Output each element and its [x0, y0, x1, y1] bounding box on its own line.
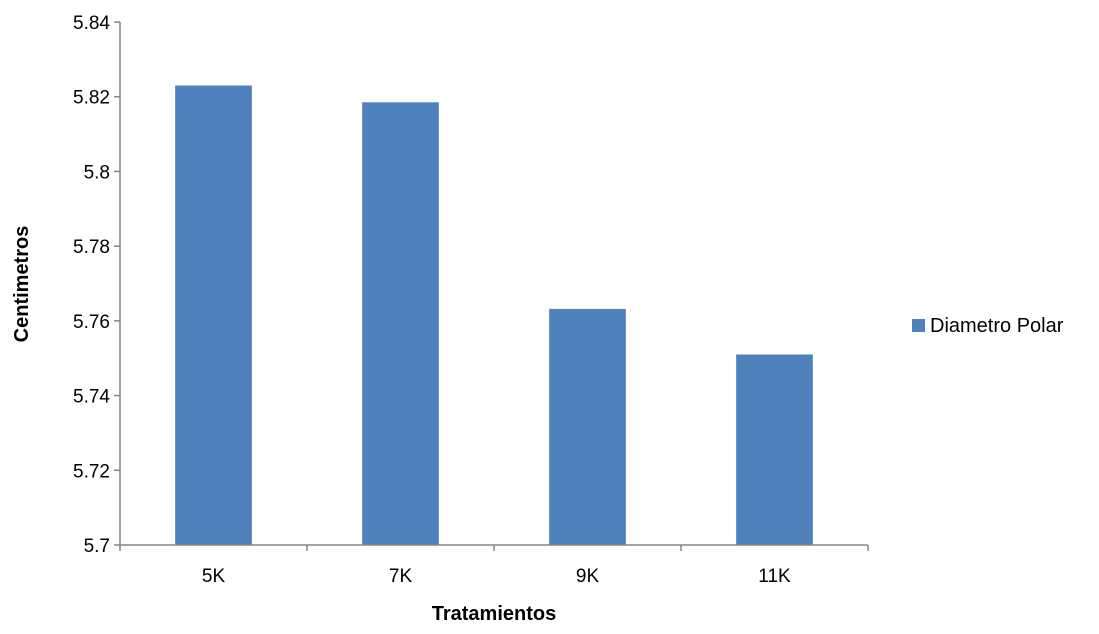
y-tick-label: 5.76: [73, 312, 110, 333]
x-tick-label: 9K: [576, 566, 600, 587]
y-tick-label: 5.78: [73, 237, 110, 258]
legend: Diametro Polar: [912, 315, 1064, 337]
bar-7k: [362, 102, 439, 545]
y-axis-title: Centimetros: [11, 226, 33, 343]
bar-9k: [549, 308, 626, 545]
x-ticks: 5K 7K 9K 11K: [119, 545, 869, 587]
y-tick-label: 5.82: [73, 88, 110, 109]
x-axis-title: Tratamientos: [432, 603, 556, 625]
y-tick-label: 5.84: [73, 13, 110, 34]
bar-11k: [736, 354, 813, 545]
legend-swatch: [912, 319, 925, 332]
x-tick-label: 5K: [202, 566, 226, 587]
x-tick-label: 7K: [389, 566, 413, 587]
y-tick-label: 5.7: [84, 536, 110, 557]
legend-label: Diametro Polar: [930, 315, 1064, 337]
y-ticks: 5.7 5.72 5.74 5.76 5.78 5.8 5.82 5.84: [73, 13, 120, 557]
bars-layer: [175, 85, 813, 545]
bar-5k: [175, 85, 252, 545]
y-tick-label: 5.8: [84, 162, 110, 183]
x-tick-label: 11K: [758, 566, 791, 587]
y-tick-label: 5.72: [73, 461, 110, 482]
y-tick-label: 5.74: [73, 387, 110, 408]
